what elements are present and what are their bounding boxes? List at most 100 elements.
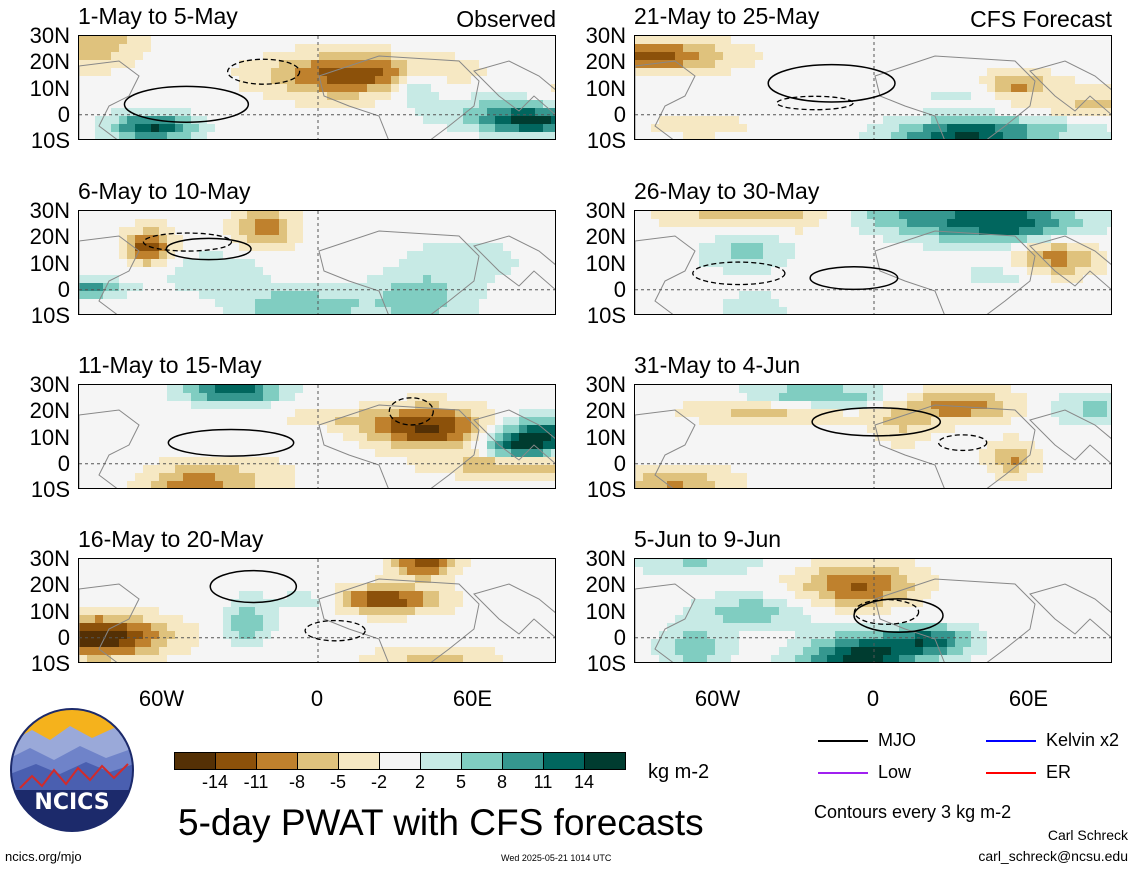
anomaly-cell [263,52,271,60]
anomaly-cell [487,116,495,124]
anomaly-cell [303,291,311,299]
anomaly-cell [511,441,519,449]
anomaly-cell [955,36,963,44]
anomaly-cell [511,449,519,457]
anomaly-cell [1011,211,1019,219]
anomaly-cell [691,124,699,132]
anomaly-cell [295,291,303,299]
anomaly-cell [399,307,407,314]
anomaly-cell [771,251,779,259]
anomaly-cell [455,251,463,259]
anomaly-cell [343,655,351,662]
anomaly-cell [487,44,495,52]
anomaly-cell [947,100,955,108]
anomaly-cell [295,385,303,393]
anomaly-cell [351,647,359,655]
anomaly-cell [915,211,923,219]
anomaly-cell [503,449,511,457]
anomaly-cell [271,401,279,409]
anomaly-cell [875,219,883,227]
anomaly-cell [535,219,543,227]
anomaly-cell [223,219,231,227]
anomaly-cell [923,235,931,243]
anomaly-cell [891,235,899,243]
anomaly-cell [431,647,439,655]
anomaly-cell [1051,124,1059,132]
anomaly-cell [683,116,691,124]
anomaly-cell [1083,275,1091,283]
anomaly-cell [543,124,551,132]
anomaly-cell [335,631,343,639]
anomaly-cell [199,401,207,409]
anomaly-cell [1043,283,1051,291]
anomaly-cell [359,425,367,433]
anomaly-cell [811,52,819,60]
anomaly-cell [319,100,327,108]
anomaly-cell [803,116,811,124]
anomaly-cell [335,227,343,235]
anomaly-cell [319,457,327,465]
anomaly-cell [423,251,431,259]
anomaly-cell [471,409,479,417]
lat-tick-label: 10S [30,651,70,676]
anomaly-cell [167,68,175,76]
anomaly-cell [1051,44,1059,52]
anomaly-cell [183,211,191,219]
anomaly-cell [1011,84,1019,92]
anomaly-cell [311,393,319,401]
anomaly-cell [327,291,335,299]
anomaly-cell [391,124,399,132]
anomaly-cell [431,465,439,473]
anomaly-cell [295,267,303,275]
anomaly-cell [231,599,239,607]
anomaly-cell [271,44,279,52]
anomaly-cell [231,583,239,591]
anomaly-cell [447,639,455,647]
anomaly-cell [851,219,859,227]
anomaly-cell [111,599,119,607]
anomaly-cell [859,299,867,307]
anomaly-cell [447,44,455,52]
anomaly-cell [447,211,455,219]
anomaly-cell [915,100,923,108]
anomaly-cell [771,44,779,52]
anomaly-cell [415,623,423,631]
anomaly-cell [279,449,287,457]
anomaly-cell [175,559,183,567]
anomaly-cell [707,132,715,139]
anomaly-cell [319,465,327,473]
anomaly-cell [519,100,527,108]
anomaly-cell [535,639,543,647]
anomaly-cell [439,92,447,100]
anomaly-cell [247,409,255,417]
anomaly-cell [367,291,375,299]
anomaly-cell [439,243,447,251]
anomaly-cell [231,433,239,441]
anomaly-cell [439,251,447,259]
anomaly-cell [907,132,915,139]
anomaly-cell [939,100,947,108]
anomaly-cell [543,283,551,291]
anomaly-cell [303,473,311,481]
anomaly-cell [843,116,851,124]
anomaly-cell [1059,108,1067,116]
anomaly-cell [255,473,263,481]
anomaly-cell [87,417,95,425]
anomaly-cell [883,44,891,52]
anomaly-cell [423,607,431,615]
anomaly-cell [1091,68,1099,76]
anomaly-cell [87,100,95,108]
anomaly-cell [239,591,247,599]
anomaly-cell [747,219,755,227]
anomaly-cell [399,591,407,599]
anomaly-cell [263,655,271,662]
anomaly-cell [963,291,971,299]
anomaly-cell [995,60,1003,68]
anomaly-cell [659,235,667,243]
anomaly-cell [511,567,519,575]
anomaly-cell [1107,227,1111,235]
anomaly-cell [399,108,407,116]
anomaly-cell [479,243,487,251]
anomaly-cell [859,211,867,219]
anomaly-cell [527,385,535,393]
